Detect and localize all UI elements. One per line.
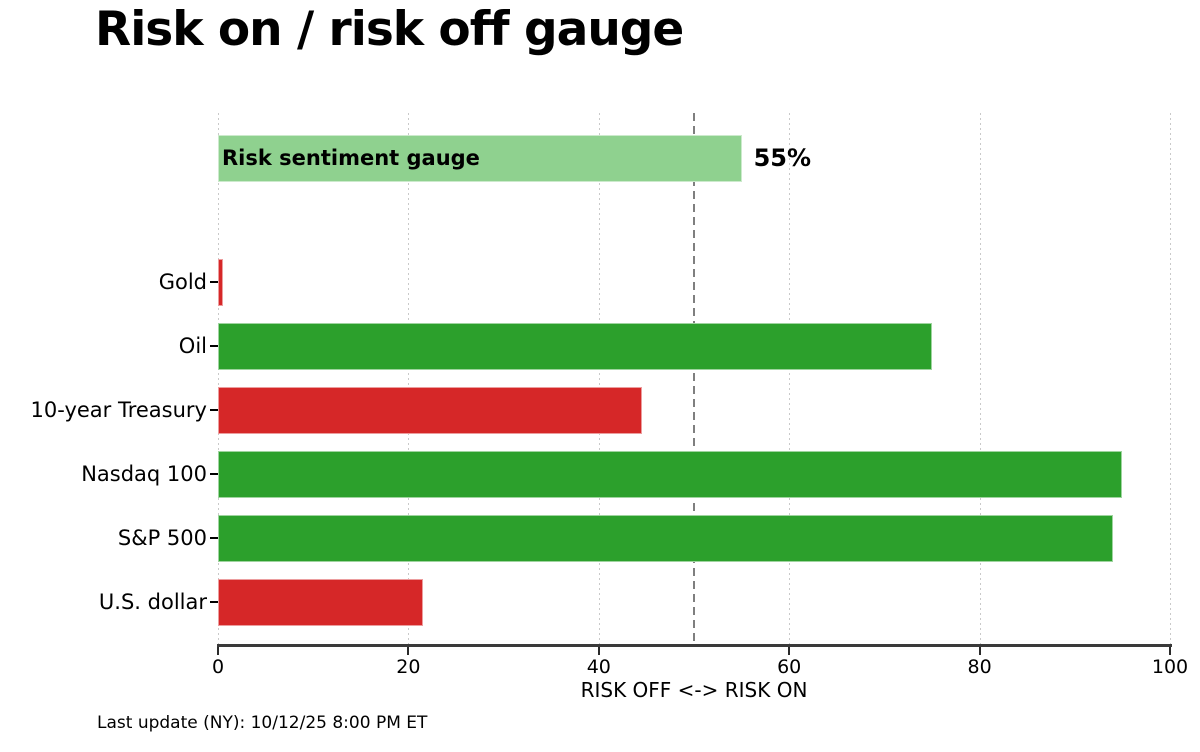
x-tick-label-100: 100 bbox=[1151, 656, 1189, 678]
x-tick-label-0: 0 bbox=[211, 656, 225, 678]
bar-u-s-dollar bbox=[218, 578, 423, 626]
x-tick-mark-80 bbox=[978, 647, 981, 655]
gridline-0 bbox=[218, 113, 219, 644]
x-tick-label-40: 40 bbox=[586, 656, 611, 678]
y-tick-1 bbox=[210, 345, 218, 347]
y-tick-3 bbox=[210, 473, 218, 475]
category-label-1: Oil bbox=[178, 334, 207, 358]
x-tick-mark-100 bbox=[1169, 647, 1171, 655]
gridline-40 bbox=[598, 113, 600, 644]
x-tick-mark-20 bbox=[407, 647, 410, 655]
x-tick-mark-0 bbox=[217, 647, 219, 655]
x-axis-line bbox=[217, 644, 1172, 647]
x-tick-mark-40 bbox=[597, 647, 600, 655]
x-tick-mark-60 bbox=[788, 647, 791, 655]
y-tick-0 bbox=[210, 281, 218, 283]
gridline-60 bbox=[789, 113, 791, 644]
x-tick-label-20: 20 bbox=[396, 656, 421, 678]
x-tick-label-60: 60 bbox=[777, 656, 802, 678]
gauge-value-label: 55% bbox=[753, 144, 812, 172]
gridline-80 bbox=[979, 113, 981, 644]
bar-10-year-treasury bbox=[218, 386, 642, 434]
bar-nasdaq-100 bbox=[218, 450, 1123, 498]
category-label-0: Gold bbox=[158, 270, 207, 294]
category-label-5: U.S. dollar bbox=[98, 590, 207, 614]
last-update-note: Last update (NY): 10/12/25 8:00 PM ET bbox=[97, 713, 428, 733]
x-tick-label-80: 80 bbox=[967, 656, 992, 678]
x-axis-label: RISK OFF <-> RISK ON bbox=[580, 678, 808, 702]
bar-gold bbox=[218, 258, 223, 306]
y-tick-4 bbox=[210, 537, 218, 539]
gauge-bar bbox=[218, 134, 742, 182]
gridline-100 bbox=[1170, 113, 1171, 644]
y-tick-2 bbox=[210, 409, 218, 411]
bar-s-p-500 bbox=[218, 514, 1113, 562]
category-label-3: Nasdaq 100 bbox=[81, 462, 207, 486]
category-label-2: 10-year Treasury bbox=[30, 398, 207, 422]
gauge-bar-label: Risk sentiment gauge bbox=[222, 146, 480, 170]
y-tick-5 bbox=[210, 601, 218, 603]
chart-title: Risk on / risk off gauge bbox=[95, 2, 684, 57]
bar-oil bbox=[218, 322, 932, 370]
threshold-line bbox=[693, 113, 695, 644]
category-label-4: S&P 500 bbox=[117, 526, 207, 550]
gridline-20 bbox=[408, 113, 410, 644]
